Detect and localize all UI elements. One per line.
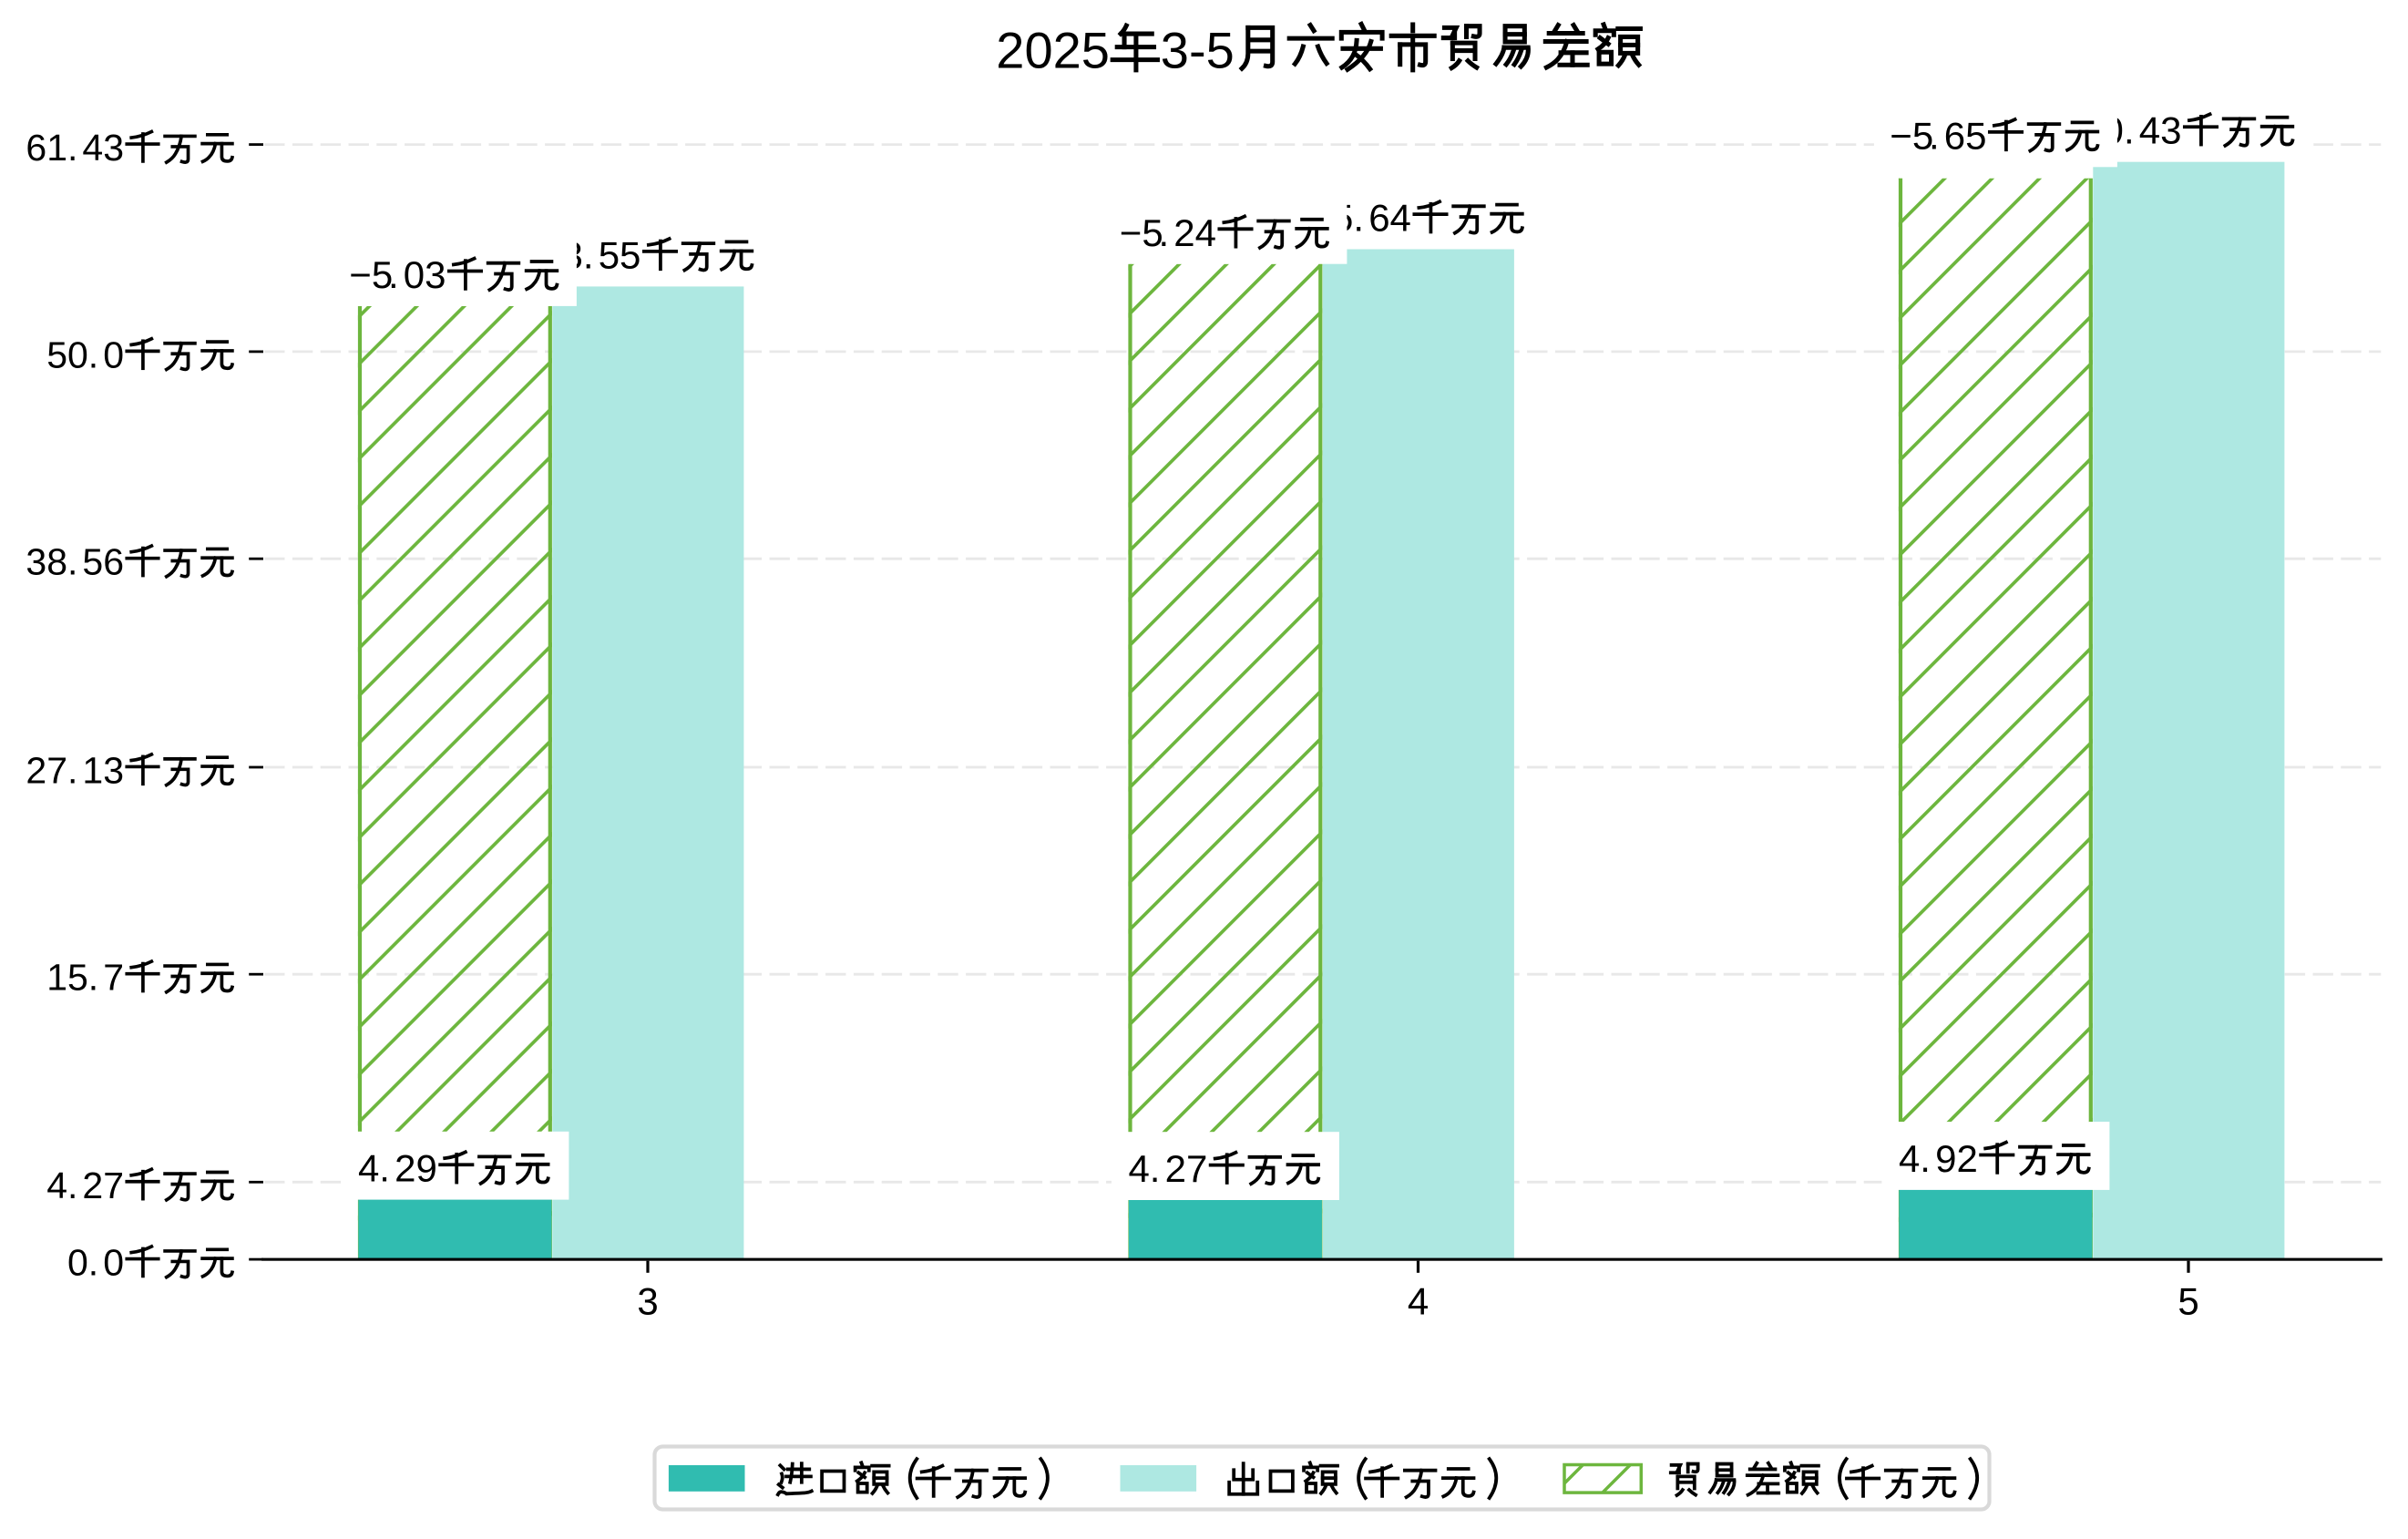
svg-text:38: 38 xyxy=(26,541,67,583)
svg-text:4: 4 xyxy=(358,1147,379,1190)
svg-text:61: 61 xyxy=(26,127,67,169)
svg-text:2025: 2025 xyxy=(996,22,1110,79)
svg-text:.: . xyxy=(88,1242,98,1284)
svg-text:27: 27 xyxy=(26,750,67,792)
svg-text:.: . xyxy=(88,333,98,375)
svg-text:.: . xyxy=(2124,109,2135,152)
svg-text:64: 64 xyxy=(1368,197,1411,240)
svg-text:−5: −5 xyxy=(1890,114,1933,157)
svg-text:0: 0 xyxy=(103,333,124,375)
svg-text:.: . xyxy=(67,1165,77,1206)
svg-text:.: . xyxy=(1159,211,1170,254)
svg-text:.: . xyxy=(67,541,77,583)
svg-text:.: . xyxy=(1150,1147,1161,1190)
svg-text:4: 4 xyxy=(1129,1147,1150,1190)
svg-text:15: 15 xyxy=(46,957,88,999)
svg-text:.: . xyxy=(1920,1137,1931,1180)
svg-text:27: 27 xyxy=(82,1165,124,1206)
svg-text:.: . xyxy=(88,957,98,999)
svg-text:4: 4 xyxy=(1899,1137,1920,1180)
svg-text:03: 03 xyxy=(404,253,446,296)
svg-text:4: 4 xyxy=(1408,1279,1429,1322)
svg-text:3-5: 3-5 xyxy=(1161,22,1235,79)
svg-text:4: 4 xyxy=(46,1165,67,1206)
svg-text:56: 56 xyxy=(82,541,124,583)
svg-text:3: 3 xyxy=(637,1279,658,1322)
svg-text:65: 65 xyxy=(1944,114,1987,157)
svg-text:43: 43 xyxy=(82,127,124,169)
svg-text:24: 24 xyxy=(1173,211,1216,254)
svg-text:0: 0 xyxy=(103,1242,124,1284)
svg-text:.: . xyxy=(67,127,77,169)
svg-text:43: 43 xyxy=(2139,109,2182,152)
svg-text:.: . xyxy=(1929,114,1940,157)
svg-text:.: . xyxy=(583,233,594,276)
svg-text:7: 7 xyxy=(103,957,124,999)
svg-text:55: 55 xyxy=(599,233,641,276)
svg-text:−5: −5 xyxy=(1120,211,1163,254)
svg-text:92: 92 xyxy=(1935,1137,1978,1180)
svg-text:−5: −5 xyxy=(349,253,393,296)
svg-text:.: . xyxy=(388,253,399,296)
svg-text:.: . xyxy=(1353,197,1364,240)
svg-text:5: 5 xyxy=(2177,1279,2198,1322)
svg-text:0: 0 xyxy=(67,1242,88,1284)
svg-text:50: 50 xyxy=(46,333,88,375)
svg-text:27: 27 xyxy=(1165,1147,1208,1190)
svg-text:29: 29 xyxy=(395,1147,437,1190)
svg-text:13: 13 xyxy=(82,750,124,792)
svg-text:.: . xyxy=(379,1147,390,1190)
svg-text:.: . xyxy=(67,750,77,792)
